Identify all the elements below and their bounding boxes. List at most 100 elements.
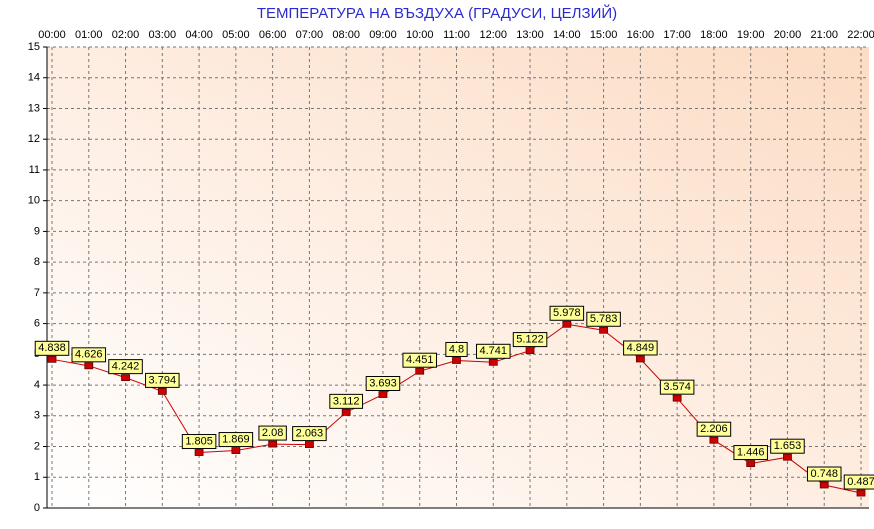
- value-label-box: [512, 332, 548, 348]
- value-label-box: [329, 393, 364, 409]
- data-point: [856, 489, 866, 497]
- value-label: 1.805: [185, 435, 213, 447]
- value-label: 4.451: [406, 354, 434, 366]
- value-label-box: [71, 347, 107, 363]
- data-point: [231, 447, 241, 454]
- value-label: 2.206: [700, 423, 728, 435]
- plot-area: [47, 47, 869, 508]
- value-label: 3.574: [663, 381, 691, 393]
- value-label: 5.978: [553, 307, 581, 319]
- value-label-box: [402, 352, 437, 368]
- value-label-box: [108, 359, 143, 375]
- data-point: [599, 326, 608, 334]
- value-label: 4.242: [112, 361, 140, 373]
- chart-title: ТЕМПЕРАТУРА НА ВЪЗДУХА (ГРАДУСИ, ЦЕЛЗИЙ): [257, 4, 617, 22]
- x-tick-label: 02:00: [112, 29, 140, 41]
- data-point: [635, 355, 645, 363]
- y-tick-label: 4: [34, 379, 40, 391]
- value-label: 4.626: [75, 349, 103, 361]
- x-tick-label: 20:00: [774, 29, 802, 41]
- value-label: 0.487: [847, 476, 874, 488]
- data-point: [562, 320, 572, 328]
- x-tick-label: 10:00: [406, 29, 434, 41]
- x-tick-label: 08:00: [332, 29, 360, 41]
- data-point: [341, 408, 351, 416]
- x-tick-label: 04:00: [185, 29, 213, 41]
- y-tick-label: 1: [34, 471, 40, 483]
- value-label: 5.122: [516, 333, 544, 345]
- y-tick-label: 10: [28, 195, 40, 207]
- x-tick-label: 05:00: [222, 29, 250, 41]
- x-tick-label: 03:00: [149, 29, 177, 41]
- y-tick-label: 7: [34, 287, 40, 299]
- x-tick-label: 09:00: [369, 29, 397, 41]
- value-label: 5.783: [590, 313, 618, 325]
- data-point: [525, 347, 535, 354]
- x-tick-label: 19:00: [737, 29, 765, 41]
- y-tick-label: 11: [29, 164, 40, 176]
- value-label: 3.693: [369, 377, 397, 389]
- y-tick-label: 13: [28, 102, 40, 114]
- value-label-box: [218, 432, 254, 448]
- data-point: [157, 387, 167, 395]
- data-point: [415, 367, 425, 375]
- value-label-box: [586, 311, 621, 327]
- value-label-box: [445, 341, 468, 357]
- value-label: 4.838: [38, 342, 66, 354]
- x-tick-label: 11:00: [443, 29, 470, 41]
- value-label-box: [623, 340, 658, 356]
- data-point: [378, 391, 388, 398]
- x-tick-label: 22:00: [847, 29, 874, 41]
- data-point: [709, 436, 719, 444]
- y-tick-label: 0: [34, 502, 40, 514]
- x-tick-label: 06:00: [259, 29, 287, 41]
- value-label-box: [659, 379, 695, 395]
- x-tick-label: 16:00: [627, 29, 655, 41]
- data-point: [305, 441, 314, 448]
- x-tick-label: 00:00: [38, 29, 66, 41]
- data-point: [47, 355, 57, 363]
- value-label: 0.748: [810, 468, 838, 480]
- data-point: [194, 449, 204, 456]
- data-point: [488, 358, 498, 366]
- data-point: [452, 357, 461, 364]
- y-tick-label: 9: [34, 225, 40, 237]
- x-tick-label: 01:00: [75, 29, 103, 41]
- value-label: 3.794: [149, 374, 177, 386]
- value-label-box: [770, 438, 805, 454]
- x-tick-label: 13:00: [516, 29, 544, 41]
- y-tick-label: 14: [28, 72, 40, 84]
- value-label: 1.446: [737, 446, 765, 458]
- y-tick-label: 12: [28, 133, 40, 145]
- value-label-box: [733, 445, 768, 461]
- x-tick-label: 12:00: [480, 29, 508, 41]
- value-label: 2.08: [262, 427, 283, 439]
- value-label-box: [696, 421, 732, 437]
- value-label-box: [292, 426, 327, 442]
- x-tick-label: 21:00: [810, 29, 838, 41]
- data-point: [783, 453, 792, 461]
- value-label-box: [34, 340, 70, 356]
- value-label: 1.869: [222, 433, 250, 445]
- value-label-box: [476, 343, 511, 359]
- x-tick-label: 14:00: [553, 29, 581, 41]
- value-label-box: [258, 425, 287, 441]
- value-label: 4.741: [480, 345, 508, 357]
- y-tick-label: 6: [34, 318, 40, 330]
- x-tick-label: 07:00: [296, 29, 324, 41]
- data-point: [672, 394, 682, 402]
- value-label: 1.653: [774, 440, 802, 452]
- x-tick-label: 18:00: [700, 29, 728, 41]
- value-label: 4.8: [449, 343, 464, 355]
- x-tick-label: 15:00: [590, 29, 618, 41]
- value-label-box: [181, 434, 217, 450]
- y-tick-label: 3: [34, 410, 40, 422]
- data-point: [746, 460, 756, 467]
- value-label-box: [843, 474, 874, 490]
- value-label-box: [549, 305, 585, 321]
- data-point: [84, 362, 94, 370]
- value-label-box: [145, 372, 180, 388]
- x-tick-label: 17:00: [663, 29, 691, 41]
- y-tick-label: 2: [34, 440, 40, 452]
